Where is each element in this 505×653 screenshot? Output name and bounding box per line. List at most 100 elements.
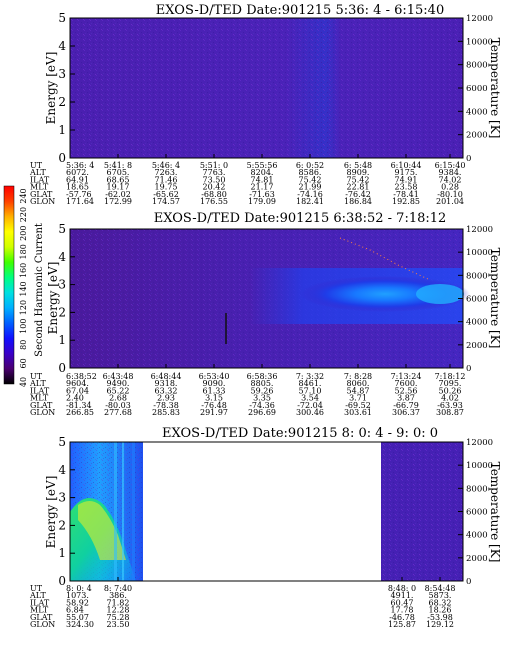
temperature-tick-label: 2000 (466, 341, 488, 351)
colorbar-tick-label: 160 (19, 263, 28, 278)
table-cell: 54.87 (347, 386, 370, 395)
temperature-tick-label: 2000 (466, 131, 488, 141)
table-cell: -76.42 (345, 190, 371, 199)
table-cell: 8:54:48 (425, 584, 456, 593)
colorbar: 40 60 80 100 120 140 160 180 200 220 240 Second Ha… (3, 185, 45, 387)
table-row-label: ALT (29, 379, 46, 388)
energy-tick-label: 3 (58, 67, 66, 81)
table-cell: 201.04 (436, 197, 464, 206)
table-cell: 68.32 (429, 598, 452, 607)
energy-tick-label: 1 (58, 333, 66, 347)
table-cell: 172.99 (104, 197, 132, 206)
table-cell: 22.81 (347, 183, 370, 192)
table-cell: 8: 0: 4 (66, 584, 92, 593)
table-cell: 6:38:52 (66, 372, 97, 381)
table-cell: 186.84 (344, 197, 372, 206)
panel-2: EXOS-D/TED Date:901215 6:38:52 - 7:18:12… (3, 185, 502, 417)
table-row-label: ALT (29, 168, 46, 177)
table-cell: 9318. (155, 379, 178, 388)
table-cell: 308.87 (436, 408, 464, 417)
panel-3: EXOS-D/TED Date:901215 8: 0: 4 - 9: 0: 0… (29, 426, 502, 629)
table-cell: -66.79 (393, 401, 419, 410)
table-cell: -72.04 (297, 401, 323, 410)
table-cell: -63.93 (437, 401, 463, 410)
table-row-label: UT (30, 584, 43, 593)
energy-tick-label: 0 (58, 361, 66, 375)
temperature-tick-label: 2000 (466, 554, 488, 564)
table-cell: 57.10 (299, 386, 322, 395)
energy-tick-label: 1 (58, 546, 66, 560)
table-cell: 58.92 (66, 598, 89, 607)
table-cell: 19.75 (155, 183, 178, 192)
table-cell: 3.87 (397, 394, 415, 403)
temperature-tick-label: 12000 (466, 14, 493, 24)
table-cell: 21.17 (251, 183, 274, 192)
table-cell: 386. (109, 591, 127, 600)
colorbar-ticks: 40 60 80 100 120 140 160 180 200 220 240 (19, 188, 28, 387)
table-row-label: GLON (30, 197, 55, 206)
table-cell: -74.36 (249, 401, 275, 410)
energy-tick-label: 2 (58, 305, 66, 319)
table-cell: 75.28 (107, 613, 130, 622)
table-cell: 3.54 (301, 394, 319, 403)
table-row-label: GLAT (30, 613, 53, 622)
table-cell: 8204. (251, 168, 274, 177)
table-cell: 6:48:44 (151, 372, 182, 381)
panel-1-energy-axis: 0 1 2 3 4 5 (58, 11, 75, 165)
colorbar-tick-label: 80 (19, 340, 28, 350)
table-cell: -74.16 (297, 190, 323, 199)
table-cell: 9604. (66, 379, 89, 388)
table-cell: -80.10 (437, 190, 463, 199)
temperature-tick-label: 8000 (466, 271, 488, 281)
panel-3-temperature-axis: 0 2000 4000 6000 8000 10000 12000 (458, 438, 493, 587)
energy-tick-label: 4 (58, 463, 66, 477)
table-row-label: MLT (30, 183, 49, 192)
energy-tick-label: 1 (58, 123, 66, 137)
table-cell: 20.42 (203, 183, 226, 192)
table-cell: 52.56 (395, 386, 418, 395)
table-cell: 8461. (299, 379, 322, 388)
table-cell: 296.69 (248, 408, 276, 417)
panel-3-streak-b (122, 442, 124, 581)
temperature-tick-label: 4000 (466, 318, 488, 328)
table-cell: 6:53:40 (199, 372, 230, 381)
table-cell: -76.48 (201, 401, 227, 410)
panel-3-streak-c (132, 442, 135, 581)
temperature-tick-label: 0 (466, 364, 471, 374)
table-row-label: GLAT (30, 401, 53, 410)
table-cell: 2.68 (109, 394, 127, 403)
table-cell: 3.71 (349, 394, 367, 403)
table-row-label: ILAT (30, 175, 50, 184)
table-cell: 9175. (395, 168, 418, 177)
energy-tick-label: 4 (58, 250, 66, 264)
table-cell: 5:55:56 (247, 161, 278, 170)
temperature-tick-label: 12000 (466, 438, 493, 448)
table-cell: 176.55 (200, 197, 228, 206)
panel-2-ylabel: Energy [eV] (46, 262, 60, 335)
table-cell: 5:36: 4 (66, 161, 94, 170)
colorbar-tick-label: 100 (19, 319, 28, 334)
table-cell: 61.33 (203, 386, 226, 395)
table-cell: 306.37 (392, 408, 420, 417)
table-cell: 74.81 (251, 175, 274, 184)
energy-tick-label: 2 (58, 518, 66, 532)
table-cell: 9090. (203, 379, 226, 388)
table-cell: 8805. (251, 379, 274, 388)
table-cell: 6:58:36 (247, 372, 278, 381)
table-cell: -78.38 (153, 401, 179, 410)
table-cell: -80.03 (105, 401, 131, 410)
temperature-tick-label: 10000 (466, 37, 493, 47)
table-cell: 65.22 (107, 386, 130, 395)
table-cell: 75.42 (347, 175, 370, 184)
table-cell: 23.58 (395, 183, 418, 192)
table-cell: 6: 5:48 (344, 161, 372, 170)
colorbar-tick-label: 240 (19, 188, 28, 203)
temperature-tick-label: 6000 (466, 84, 488, 94)
table-cell: 19.17 (107, 183, 130, 192)
table-cell: 129.12 (426, 620, 454, 629)
energy-tick-label: 3 (58, 491, 66, 505)
